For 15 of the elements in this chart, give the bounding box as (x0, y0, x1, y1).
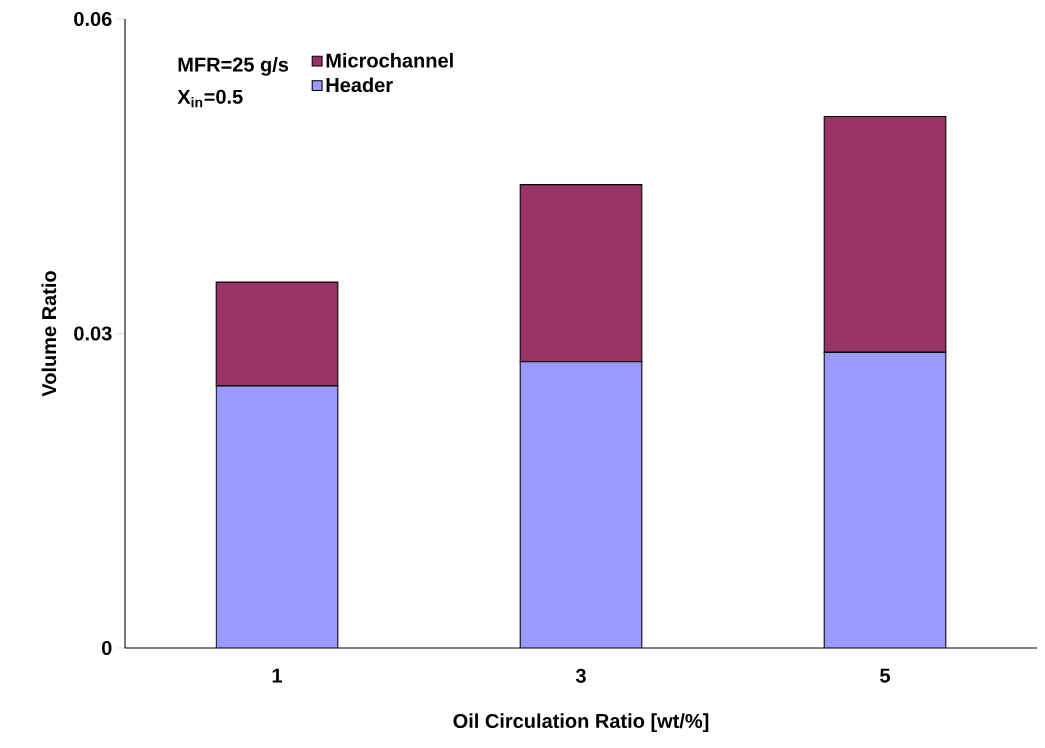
y-tick-label: 0.03 (74, 326, 112, 341)
x-tick-label: 1 (272, 668, 283, 683)
legend-label: Microchannel (326, 52, 453, 68)
x-axis-title: Oil Circulation Ratio [wt/%] (453, 713, 709, 733)
y-axis-title: Volume Ratio (41, 271, 57, 397)
x-tick-label: 5 (880, 668, 890, 683)
annotation: MFR=25 g/s (178, 57, 289, 76)
legend-label: Header (326, 77, 393, 93)
annotation: X$_{in}$=0.5 (177, 89, 243, 108)
bar (823, 351, 947, 648)
x-tick-label: 3 (575, 668, 586, 683)
bar (520, 361, 642, 648)
y-tick-label: 0 (101, 640, 112, 656)
y-tick-label: 0.06 (74, 11, 112, 27)
bar (216, 385, 338, 648)
